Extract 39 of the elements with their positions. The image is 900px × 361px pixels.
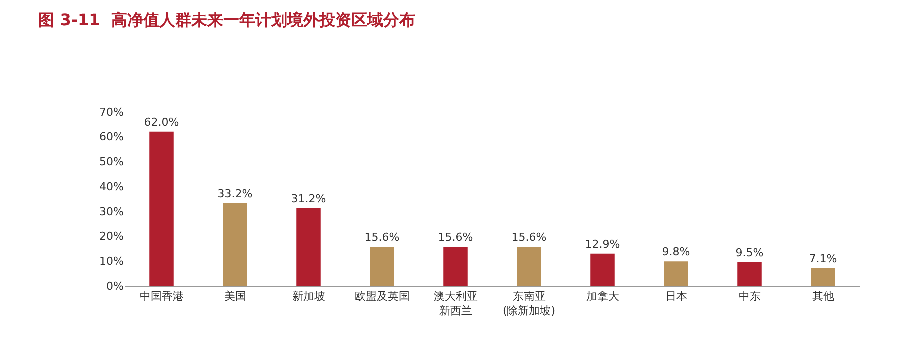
- data-label: 9.5%: [736, 246, 764, 260]
- data-label: 33.2%: [218, 187, 253, 200]
- x-tick-label: 加拿大: [586, 290, 620, 304]
- chart-title: 图 3-11 高净值人群未来一年计划境外投资区域分布: [38, 10, 416, 30]
- y-tick-label: 60%: [100, 130, 124, 144]
- data-label: 31.2%: [291, 192, 326, 206]
- y-tick-label: 50%: [100, 156, 124, 169]
- bar: [296, 208, 321, 286]
- x-tick-label: 新加坡: [292, 290, 326, 304]
- y-tick-label: 0%: [106, 280, 124, 293]
- y-tick-label: 30%: [100, 205, 124, 218]
- bar: [590, 254, 615, 286]
- x-tick-label: 美国: [224, 290, 246, 304]
- data-label: 15.6%: [364, 231, 400, 244]
- y-tick-label: 70%: [100, 106, 124, 119]
- bar: [517, 247, 542, 286]
- y-tick-label: 20%: [100, 230, 124, 244]
- x-tick-label: 中东: [738, 290, 761, 304]
- bar: [444, 247, 468, 286]
- bar: [370, 247, 394, 286]
- y-tick-label: 10%: [100, 254, 124, 268]
- data-label: 62.0%: [144, 116, 180, 129]
- x-tick-label: 东南亚(除新加坡): [502, 290, 556, 318]
- x-tick-label: 澳大利亚新西兰: [434, 290, 478, 318]
- data-label: 15.6%: [438, 231, 474, 244]
- bar: [738, 262, 762, 286]
- data-label: 15.6%: [512, 231, 547, 244]
- x-tick-label: 日本: [665, 290, 688, 304]
- y-tick-label: 40%: [100, 180, 124, 194]
- bar: [223, 203, 248, 286]
- x-tick-label: 中国香港: [140, 290, 184, 304]
- data-label: 7.1%: [809, 252, 838, 266]
- data-label: 9.8%: [662, 246, 690, 259]
- bar: [150, 132, 174, 286]
- bar: [811, 268, 836, 286]
- data-label: 12.9%: [585, 238, 620, 251]
- bar: [664, 262, 688, 286]
- x-tick-label: 欧盟及英国: [354, 290, 410, 304]
- x-tick-label: 其他: [812, 290, 834, 304]
